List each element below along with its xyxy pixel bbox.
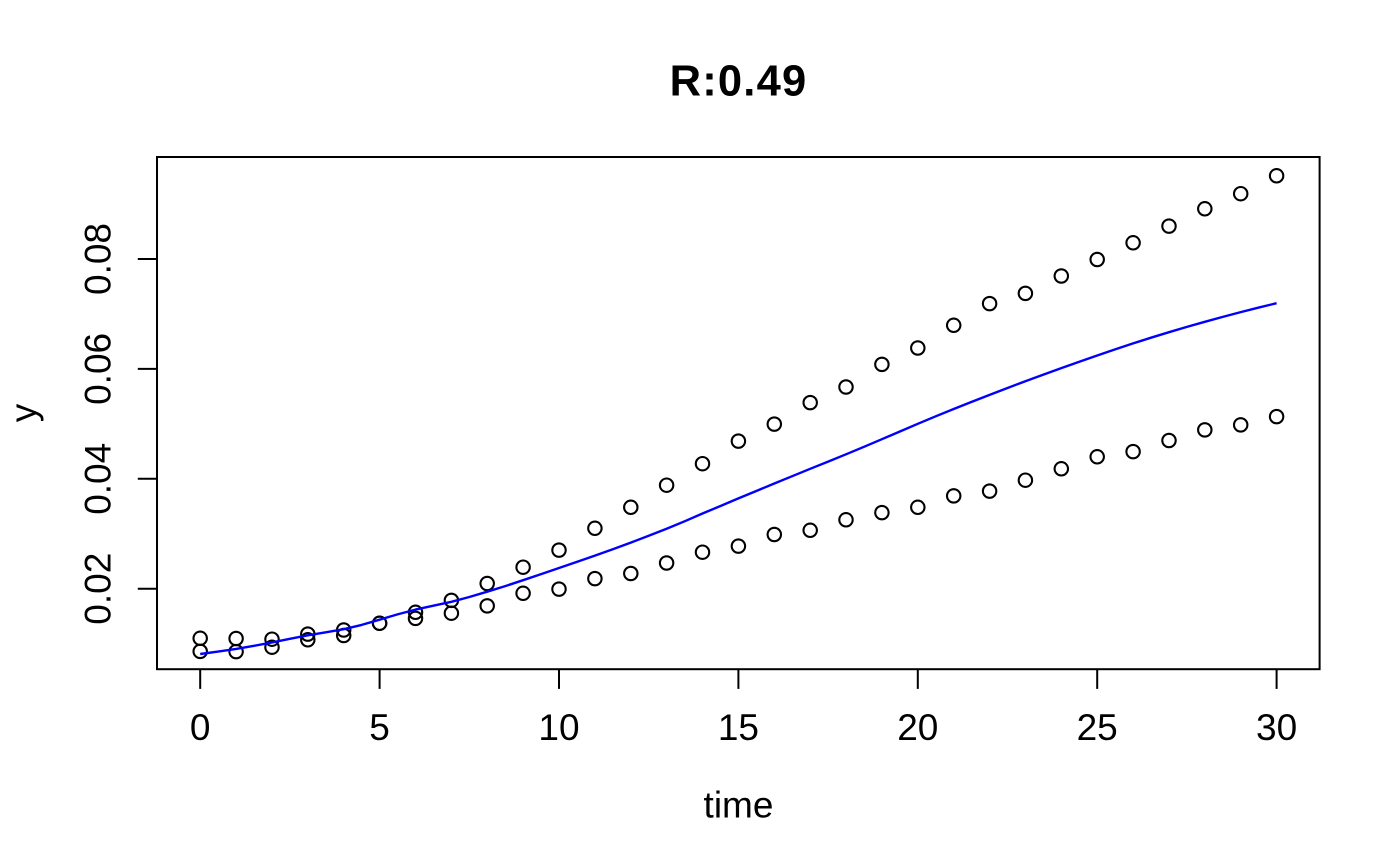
svg-text:25: 25: [1077, 707, 1118, 748]
svg-text:time: time: [704, 784, 774, 825]
svg-text:30: 30: [1256, 707, 1297, 748]
svg-text:0.02: 0.02: [78, 553, 119, 625]
svg-text:0.06: 0.06: [78, 333, 119, 405]
svg-text:15: 15: [718, 707, 759, 748]
svg-text:0: 0: [190, 707, 211, 748]
svg-text:0.08: 0.08: [78, 223, 119, 295]
svg-text:20: 20: [897, 707, 938, 748]
svg-text:5: 5: [369, 707, 390, 748]
svg-text:10: 10: [538, 707, 579, 748]
svg-text:0.04: 0.04: [78, 443, 119, 515]
svg-text:y: y: [3, 403, 44, 422]
svg-text:R:0.49: R:0.49: [670, 57, 808, 105]
